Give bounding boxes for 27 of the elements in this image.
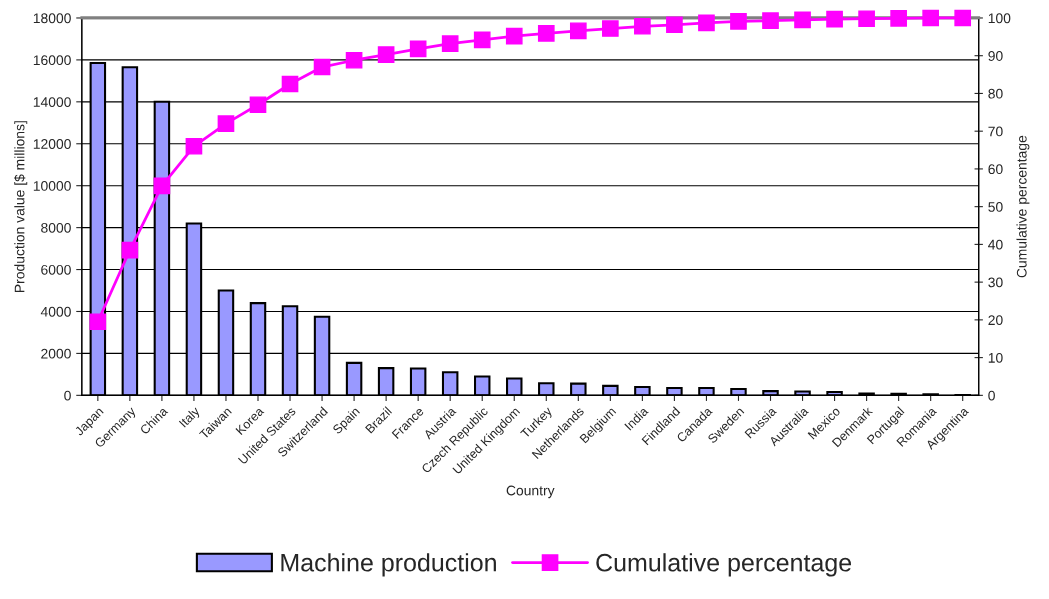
y2-tick-label: 40 — [988, 239, 1003, 250]
y2-tick-label: 90 — [988, 51, 1003, 61]
y2-tick-label: 0 — [988, 390, 995, 401]
y-tick-label: 4000 — [40, 306, 71, 317]
y-tick-label: 10000 — [33, 181, 71, 191]
y-tick-label: 6000 — [41, 264, 71, 275]
y-axis-title: Production value [$ millions] — [14, 121, 28, 292]
y2-tick-label: 20 — [988, 315, 1003, 326]
y2-tick-label: 100 — [988, 13, 1011, 24]
y-tick-label: 0 — [64, 390, 71, 401]
y2-tick-label: 60 — [988, 164, 1003, 175]
y-tick-label: 2000 — [41, 348, 71, 359]
legend-label: Cumulative percentage — [596, 553, 852, 577]
y-tick-label: 12000 — [33, 139, 71, 149]
y2-tick-label: 50 — [988, 201, 1003, 212]
y-tick-label: 8000 — [41, 222, 71, 233]
y-tick-label: 16000 — [33, 55, 71, 66]
y2-tick-label: 70 — [988, 126, 1003, 137]
y-tick-label: 14000 — [33, 97, 71, 107]
x-axis-title: Country — [506, 485, 555, 499]
legend-label: Machine production — [281, 553, 496, 577]
y2-tick-label: 80 — [988, 88, 1003, 99]
y2-tick-label: 30 — [988, 277, 1003, 288]
x-tick-label: Italy — [178, 405, 203, 430]
y-tick-label: 18000 — [33, 13, 71, 24]
y2-axis-title: Cumulative percentage — [1016, 135, 1030, 278]
y2-tick-label: 10 — [988, 352, 1003, 363]
